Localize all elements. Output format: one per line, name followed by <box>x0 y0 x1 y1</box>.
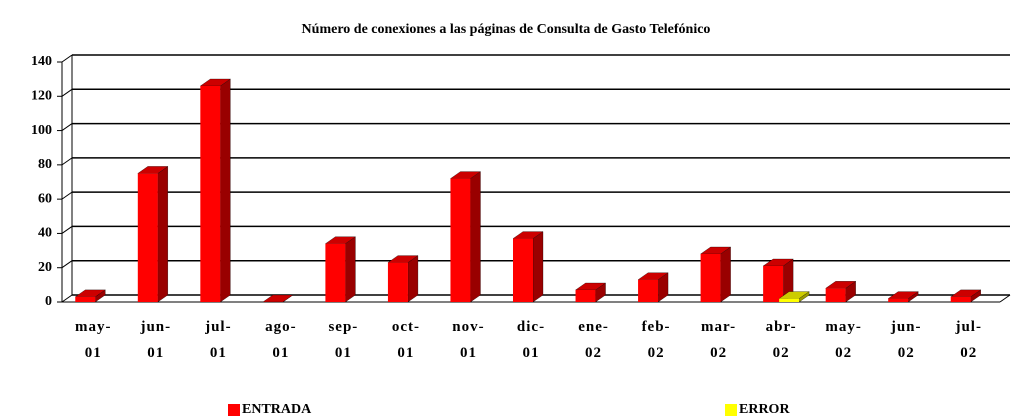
legend-swatch <box>725 404 737 416</box>
bar-side <box>470 171 481 303</box>
bar-top <box>262 294 294 303</box>
bar <box>200 86 221 302</box>
y-tick-label: 80 <box>38 157 52 172</box>
bar-side <box>345 236 356 303</box>
legend-label: ERROR <box>739 402 790 417</box>
x-tick-label: ene- 02 <box>578 319 609 361</box>
bar <box>888 298 909 302</box>
grid-diag <box>61 191 73 200</box>
x-tick-label: dic- 01 <box>516 319 546 361</box>
y-tick-label: 140 <box>31 54 52 69</box>
bar <box>387 262 408 302</box>
grid-diag <box>61 123 73 131</box>
bar <box>450 178 471 302</box>
legend-label: ENTRADA <box>242 402 312 417</box>
x-tick-label: ago- 01 <box>265 319 297 361</box>
bar <box>700 254 721 302</box>
x-tick-label: mar- 02 <box>701 319 737 361</box>
bar-side <box>407 255 419 303</box>
x-tick-label: jul- 01 <box>205 319 232 361</box>
bar <box>638 279 659 302</box>
bar <box>325 243 346 302</box>
grid-diag <box>61 294 73 303</box>
y-tick-label: 20 <box>38 260 52 275</box>
x-tick-label: may- 02 <box>825 319 862 361</box>
bar-side <box>220 78 231 303</box>
x-tick-label: may- 01 <box>75 319 112 361</box>
x-tick-label: abr- 02 <box>765 319 797 361</box>
chart-title: Número de conexiones a las páginas de Co… <box>302 22 711 37</box>
x-tick-label: jun- 01 <box>140 319 172 361</box>
bar-side <box>532 231 544 303</box>
bar <box>575 290 596 302</box>
y-tick-label: 60 <box>38 191 52 206</box>
grid-diag <box>61 54 73 63</box>
bar-side <box>157 166 168 303</box>
y-tick-label: 100 <box>31 123 52 138</box>
bar <box>137 173 158 302</box>
x-tick-label: nov- 01 <box>452 319 485 361</box>
grid-diag <box>61 88 73 97</box>
bar <box>950 296 971 302</box>
legend-swatch <box>228 404 240 416</box>
bar <box>825 288 846 302</box>
grid-diag <box>61 260 73 269</box>
y-tick-label: 40 <box>38 226 52 241</box>
x-tick-label: sep- 01 <box>328 319 359 361</box>
axis-bottom-diag <box>999 294 1011 303</box>
bar <box>763 266 784 302</box>
x-tick-label: jun- 02 <box>890 319 922 361</box>
bar-side <box>720 246 731 303</box>
bar <box>779 298 800 302</box>
x-tick-label: feb- 02 <box>641 319 671 361</box>
grid-diag <box>61 226 73 234</box>
y-tick-label: 120 <box>31 89 52 104</box>
y-tick-label: 0 <box>45 294 52 309</box>
bar <box>513 238 533 302</box>
x-tick-label: jul- 02 <box>955 319 982 361</box>
bar <box>75 296 96 302</box>
grid-diag <box>61 157 73 166</box>
x-tick-label: oct- 01 <box>391 319 420 361</box>
